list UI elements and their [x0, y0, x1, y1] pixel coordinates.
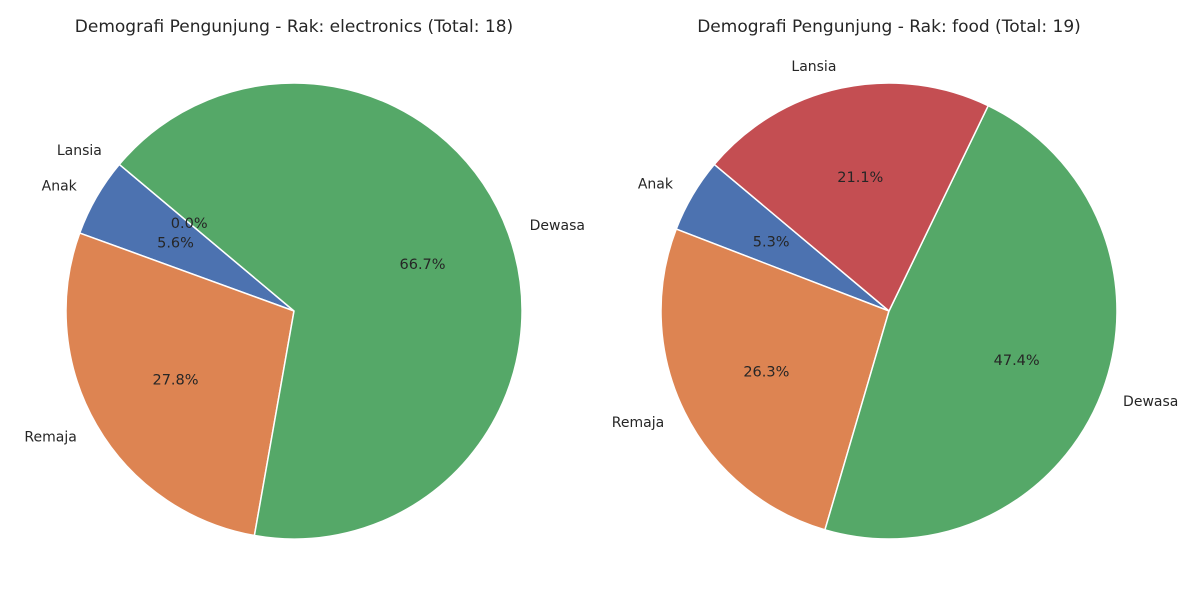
slice-label-electronics-dewasa: Dewasa — [530, 218, 585, 234]
slice-label-food-dewasa: Dewasa — [1123, 394, 1178, 410]
slice-label-electronics-remaja: Remaja — [24, 429, 76, 445]
slices-food — [660, 82, 1118, 540]
slice-percent-electronics-remaja: 27.8% — [152, 372, 198, 388]
pie-slice-electronics-remaja — [65, 232, 295, 537]
slice-percent-food-lansia: 21.1% — [837, 170, 883, 186]
slice-label-food-lansia: Lansia — [791, 59, 836, 75]
labels-electronics: Anak 5.6% Remaja 27.8% Dewasa 66.7% Lansia 0.0% — [24, 143, 585, 446]
slice-label-electronics-anak: Anak — [42, 179, 78, 195]
slice-label-food-remaja: Remaja — [612, 415, 664, 431]
pie-slice-food-lansia — [713, 82, 989, 312]
slice-percent-food-anak: 5.3% — [753, 235, 790, 251]
slice-label-food-anak: Anak — [638, 177, 674, 193]
slice-percent-electronics-anak: 5.6% — [157, 236, 194, 252]
slice-label-electronics-lansia: Lansia — [57, 143, 102, 159]
slice-percent-food-dewasa: 47.4% — [994, 353, 1040, 369]
labels-food: Anak 5.3% Remaja 26.3% Dewasa 47.4% Lansia 21.1… — [612, 59, 1179, 431]
pie-slice-food-dewasa — [824, 104, 1118, 540]
pie-slice-electronics-dewasa — [118, 82, 523, 540]
slice-percent-electronics-lansia: 0.0% — [171, 216, 208, 232]
slice-percent-electronics-dewasa: 66.7% — [400, 257, 446, 273]
slices-electronics — [65, 82, 523, 540]
slice-percent-food-remaja: 26.3% — [743, 365, 789, 381]
pie-slice-food-remaja — [660, 228, 890, 531]
pie-chart-electronics: Demografi Pengunjung - Rak: electronics … — [24, 17, 585, 540]
chart-title-food: Demografi Pengunjung - Rak: food (Total:… — [697, 17, 1081, 37]
chart-title-electronics: Demografi Pengunjung - Rak: electronics … — [75, 17, 513, 37]
pie-chart-food: Demografi Pengunjung - Rak: food (Total:… — [612, 17, 1179, 540]
